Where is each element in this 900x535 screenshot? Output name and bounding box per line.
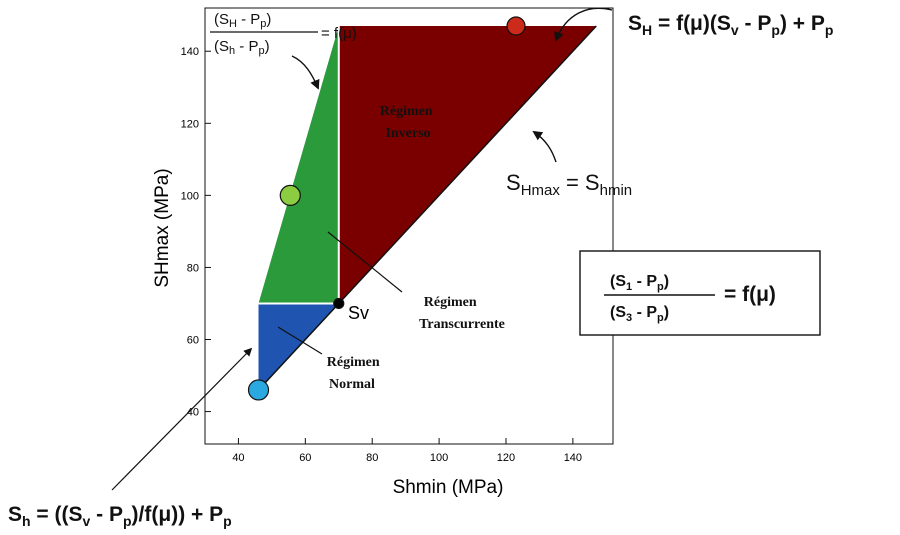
sh-min-equation-arrow — [111, 347, 253, 491]
equality-label: SHmax = Shmin — [506, 170, 632, 199]
x-tick-label: 60 — [299, 452, 311, 464]
shmax-equals-shmin-line — [257, 25, 597, 391]
y-axis-label: SHmax (MPa) — [152, 168, 173, 287]
green-marker — [279, 184, 301, 206]
principal-stress-ratio-box: (S1 - Pp) (S3 - Pp) = f(μ) — [579, 250, 821, 336]
svg-text:(Sh - Pp): (Sh - Pp) — [214, 38, 270, 57]
x-tick-label: 100 — [430, 452, 448, 464]
normal-regime-label-line1: Régimen — [327, 355, 380, 370]
sv-label: Sv — [348, 303, 369, 323]
y-tick-label: 40 — [187, 407, 199, 419]
red-marker — [506, 16, 526, 36]
sv-point — [333, 297, 345, 310]
inverse-regime-label-line1: Régimen — [380, 104, 433, 119]
normal-regime-label: Régimen Normal — [327, 355, 383, 392]
inverse-regime-label: Régimen Inverso — [380, 104, 436, 141]
top-fraction-arrow — [291, 55, 320, 90]
y-tick-label: 140 — [181, 46, 199, 58]
strike-slip-regime-label: Régimen Transcurrente — [419, 295, 505, 332]
y-tick-label: 120 — [181, 118, 199, 130]
x-tick-label: 120 — [497, 452, 515, 464]
blue-marker — [247, 379, 270, 401]
strike-slip-regime-region — [258, 26, 339, 304]
normal-regime-label-line2: Normal — [329, 377, 375, 392]
svg-text:(S1 - Pp): (S1 - Pp) — [610, 273, 669, 293]
x-tick-label: 140 — [564, 452, 582, 464]
friction-ratio-fraction: (SH - Pp) (Sh - Pp) = f(μ) — [210, 11, 357, 57]
svg-text:= f(μ): = f(μ) — [321, 25, 357, 42]
inverse-regime-label-line2: Inverso — [385, 126, 430, 141]
svg-text:(SH - Pp): (SH - Pp) — [214, 11, 271, 30]
y-tick-label: 80 — [187, 262, 199, 274]
x-axis-label: Shmin (MPa) — [393, 477, 504, 498]
x-tick-label: 80 — [366, 452, 378, 464]
normal-pointer — [277, 326, 323, 355]
strike-slip-regime-label-line1: Régimen — [424, 295, 477, 310]
y-tick-label: 100 — [181, 190, 199, 202]
svg-text:(S3 - Pp): (S3 - Pp) — [610, 304, 669, 324]
plot-frame — [204, 7, 614, 445]
equality-line-arrow — [532, 130, 557, 163]
svg-text:= f(μ): = f(μ) — [724, 283, 776, 306]
strike-slip-pointer — [327, 231, 403, 293]
x-axis-ticks: 40 60 80 100 120 140 — [232, 438, 582, 464]
strike-slip-regime-label-line2: Transcurrente — [419, 317, 505, 332]
sh-min-equation: Sh = ((Sv - Pp)/f(μ)) + Pp — [8, 503, 232, 529]
sh-max-equation-arrow — [554, 7, 613, 42]
y-axis-ticks: 40 60 80 100 120 140 — [181, 46, 211, 419]
sh-max-equation: SH = f(μ)(Sv - Pp) + Pp — [628, 12, 833, 38]
y-tick-label: 60 — [187, 335, 199, 347]
x-tick-label: 40 — [232, 452, 244, 464]
